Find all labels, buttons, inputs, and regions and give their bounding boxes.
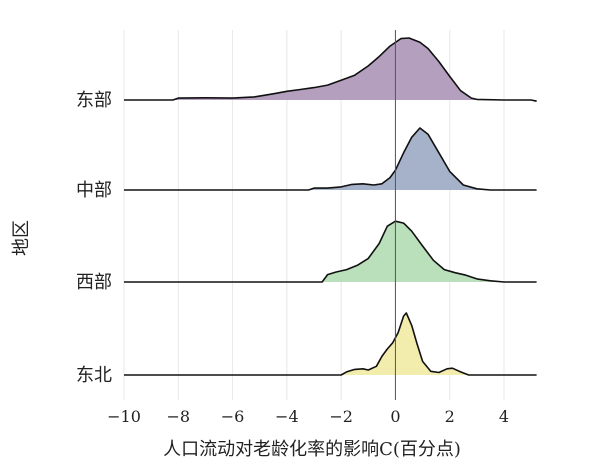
x-tick-label: 2: [445, 407, 455, 426]
category-label: 东北: [76, 365, 112, 386]
x-tick-label: 0: [390, 407, 400, 426]
x-tick-label: −4: [275, 407, 299, 426]
x-axis-title: 人口流动对老龄化率的影响C(百分点): [163, 439, 461, 460]
x-axis-ticks: −10 −8 −6 −4 −2 0 2 4: [107, 407, 509, 426]
x-tick-label: −8: [166, 407, 190, 426]
category-label: 中部: [76, 180, 112, 201]
category-label: 东部: [76, 90, 112, 111]
category-label: 西部: [76, 272, 112, 293]
ridge-fill: [124, 38, 537, 102]
ridge-fill: [124, 313, 537, 375]
x-tick-label: −6: [221, 407, 245, 426]
ridge-fill: [124, 128, 537, 190]
ridge-outline: [124, 312, 537, 376]
ridge-series: [124, 37, 537, 376]
ridge-fill: [124, 221, 537, 282]
x-tick-label: 4: [499, 407, 509, 426]
x-tick-label: −10: [107, 407, 141, 426]
ridge-outline: [124, 37, 537, 102]
x-tick-label: −2: [329, 407, 353, 426]
y-axis-title: 地区: [11, 220, 32, 256]
ridge-outline: [124, 220, 537, 283]
ridge-outline: [124, 127, 537, 191]
